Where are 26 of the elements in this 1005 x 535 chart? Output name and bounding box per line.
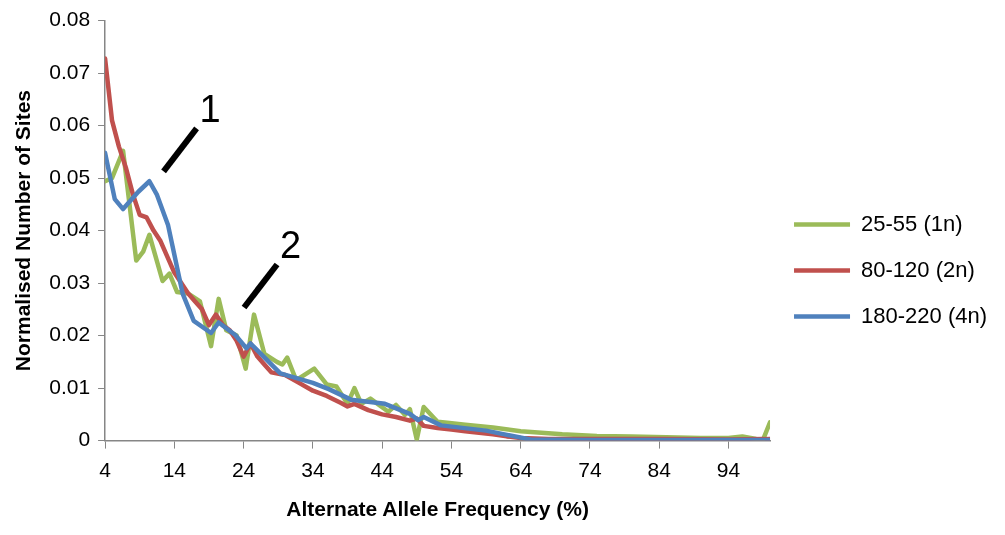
y-tick-label: 0.05 <box>49 164 91 188</box>
y-tick-label: 0.02 <box>49 322 91 346</box>
x-tick-label: 14 <box>162 458 187 481</box>
x-tick-label: 24 <box>231 458 256 481</box>
x-tick-label: 74 <box>578 458 602 481</box>
annotation: 2 <box>280 223 302 266</box>
x-axis-title: Alternate Allele Frequency (%) <box>286 497 589 521</box>
legend-label: 80-120 (2n) <box>861 256 975 282</box>
y-axis-title: Normalised Number of Sites <box>11 89 35 372</box>
y-tick-label: 0.01 <box>49 374 91 398</box>
y-tick-label: 0 <box>78 427 91 451</box>
y-tick-label: 0.03 <box>49 269 91 293</box>
x-tick-label: 54 <box>439 458 464 481</box>
legend-label: 25-55 (1n) <box>861 210 963 236</box>
x-tick-label: 34 <box>301 458 325 481</box>
x-tick-label: 44 <box>370 458 395 481</box>
y-tick-label: 0.06 <box>49 112 91 136</box>
x-tick-label: 94 <box>716 458 741 481</box>
x-tick-label: 64 <box>508 458 533 481</box>
x-tick-label: 84 <box>647 458 672 481</box>
legend-label: 180-220 (4n) <box>861 302 988 328</box>
x-tick-label: 4 <box>99 458 112 481</box>
y-tick-label: 0.04 <box>49 217 91 241</box>
y-tick-label: 0.07 <box>49 59 91 83</box>
annotation: 1 <box>199 87 221 130</box>
y-tick-label: 0.08 <box>49 7 91 31</box>
